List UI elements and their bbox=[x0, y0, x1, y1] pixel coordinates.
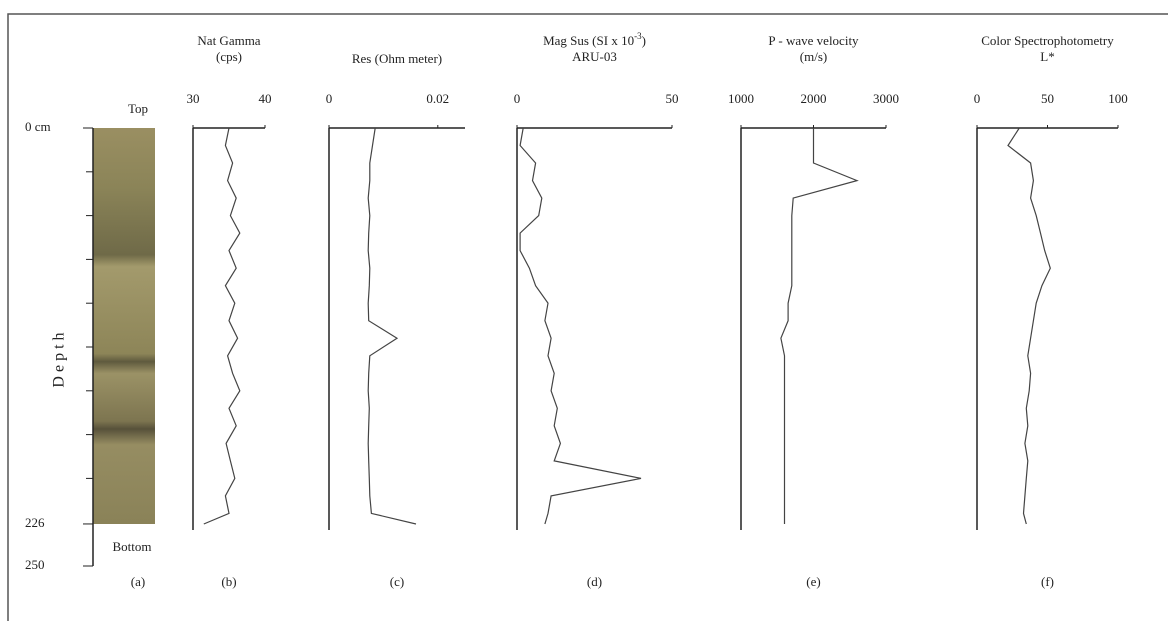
chart-title: Res (Ohm meter) bbox=[352, 51, 442, 66]
depth-tick-label: 0 cm bbox=[25, 119, 51, 134]
chart-subtitle: L* bbox=[1040, 49, 1054, 64]
x-tick-label: 0 bbox=[514, 91, 521, 106]
core-bottom-label: Bottom bbox=[112, 539, 151, 554]
title-exponent: -3 bbox=[634, 31, 642, 41]
frame bbox=[7, 13, 1168, 621]
x-tick-label: 100 bbox=[1108, 91, 1128, 106]
title-text: Mag Sus (SI x 10 bbox=[543, 33, 634, 48]
chart-title: Nat Gamma bbox=[197, 33, 260, 48]
x-tick-label: 1000 bbox=[728, 91, 754, 106]
core-top-label: Top bbox=[128, 101, 148, 116]
chart-title: P - wave velocity bbox=[768, 33, 859, 48]
panel-caption: (d) bbox=[587, 574, 602, 589]
depth-tick-label: 226 bbox=[25, 515, 45, 530]
x-tick-label: 0.02 bbox=[426, 91, 449, 106]
trace-line bbox=[780, 128, 859, 524]
panel-caption: (a) bbox=[131, 574, 145, 589]
x-tick-label: 30 bbox=[187, 91, 200, 106]
charts: Nat Gamma(cps) (b) 30 40 Res (Ohm meter) (c) 0… bbox=[187, 31, 1128, 589]
chart-title: Mag Sus (SI x 10-3) bbox=[543, 31, 646, 48]
trace-line bbox=[1007, 127, 1051, 525]
chart-title: Color Spectrophotometry bbox=[981, 33, 1114, 48]
depth-tick-label: 250 bbox=[25, 557, 45, 572]
trace-line bbox=[203, 127, 241, 525]
core-image bbox=[93, 128, 155, 524]
chart-subtitle: (m/s) bbox=[800, 49, 827, 64]
panel-caption: (c) bbox=[390, 574, 404, 589]
x-tick-label: 40 bbox=[259, 91, 272, 106]
x-tick-label: 3000 bbox=[873, 91, 899, 106]
x-tick-label: 0 bbox=[974, 91, 981, 106]
x-tick-label: 50 bbox=[1041, 91, 1054, 106]
panel-caption: (f) bbox=[1041, 574, 1054, 589]
x-tick-label: 0 bbox=[326, 91, 333, 106]
chart-subtitle: (cps) bbox=[216, 49, 242, 64]
panel-caption: (e) bbox=[806, 574, 820, 589]
panel-caption: (b) bbox=[221, 574, 236, 589]
x-tick-label: 2000 bbox=[801, 91, 827, 106]
trace-line bbox=[367, 127, 417, 525]
title-end: ) bbox=[642, 33, 646, 48]
depth-label: D e p t h bbox=[51, 332, 68, 387]
x-tick-label: 50 bbox=[666, 91, 679, 106]
trace-line bbox=[519, 127, 642, 525]
chart-subtitle: ARU-03 bbox=[572, 49, 617, 64]
